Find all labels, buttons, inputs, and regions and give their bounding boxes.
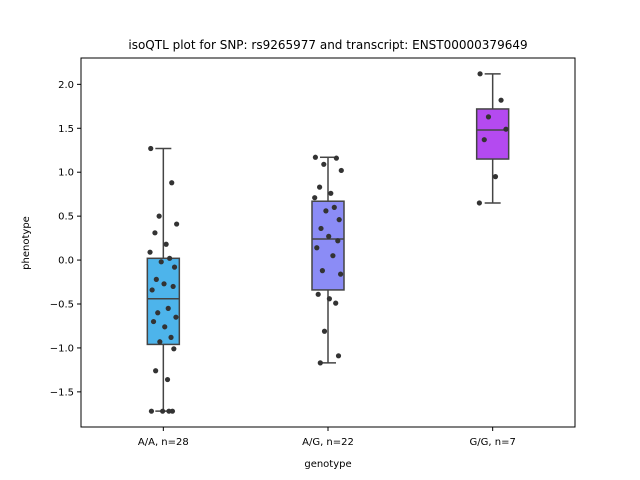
box-iqr xyxy=(146,257,181,346)
data-point xyxy=(174,221,180,227)
y-tick-label: 1.5 xyxy=(58,124,74,135)
data-point xyxy=(326,233,332,239)
data-point xyxy=(171,264,178,270)
data-point xyxy=(503,126,509,132)
data-point xyxy=(148,408,155,414)
data-point xyxy=(170,283,176,290)
y-tick-label: −0.5 xyxy=(50,300,74,311)
data-point xyxy=(338,167,344,174)
data-point xyxy=(321,161,327,167)
data-point xyxy=(165,305,171,311)
data-point xyxy=(168,334,174,340)
box-group xyxy=(146,145,181,414)
data-point xyxy=(317,360,323,366)
data-point xyxy=(166,408,172,414)
data-point xyxy=(319,268,325,274)
y-tick-label: 1.0 xyxy=(58,168,74,179)
x-axis: A/A, n=28 A/G, n=22 G/G, n=7 xyxy=(138,427,516,448)
chart-title: isoQTL plot for SNP: rs9265977 and trans… xyxy=(128,38,527,52)
data-point xyxy=(323,208,329,214)
data-point xyxy=(333,300,339,306)
data-point xyxy=(492,174,499,180)
data-point xyxy=(333,155,339,161)
data-point xyxy=(314,245,320,251)
data-point xyxy=(150,318,157,325)
data-point xyxy=(156,213,162,219)
data-point xyxy=(326,296,332,302)
data-point xyxy=(147,249,153,255)
data-point xyxy=(173,314,179,320)
data-point xyxy=(336,217,342,223)
data-point xyxy=(318,225,324,232)
data-point xyxy=(328,190,334,196)
data-point xyxy=(171,346,177,352)
y-axis: 2.0 1.5 1.0 0.5 0.0 −0.5 −1.0 −1.5 xyxy=(50,80,81,398)
data-point xyxy=(157,339,163,345)
data-point xyxy=(476,200,482,206)
data-point xyxy=(477,71,483,77)
x-axis-label: genotype xyxy=(304,459,351,470)
data-point xyxy=(321,328,328,334)
data-point xyxy=(153,368,159,374)
y-axis-label: phenotype xyxy=(21,216,32,270)
y-tick-label: −1.0 xyxy=(50,343,74,354)
box-iqr xyxy=(475,108,510,160)
box-group xyxy=(311,154,345,366)
data-point xyxy=(169,180,175,186)
data-point xyxy=(481,137,487,143)
y-tick-label: −1.5 xyxy=(50,387,74,398)
data-point xyxy=(331,204,337,210)
data-point xyxy=(317,184,323,190)
data-point xyxy=(164,376,171,383)
y-tick-label: 0.5 xyxy=(58,212,74,223)
data-point xyxy=(163,241,169,247)
x-tick-label: G/G, n=7 xyxy=(470,437,516,448)
x-tick-label: A/A, n=28 xyxy=(138,437,189,448)
data-point xyxy=(161,281,167,287)
data-point xyxy=(158,259,164,265)
data-point xyxy=(152,230,158,236)
plot-area xyxy=(146,71,510,414)
data-point xyxy=(338,271,344,277)
data-point xyxy=(160,408,166,414)
data-point xyxy=(149,287,155,293)
data-point xyxy=(498,97,504,103)
data-point xyxy=(485,114,492,120)
data-point xyxy=(153,276,159,282)
data-point xyxy=(335,353,342,359)
data-point xyxy=(162,324,168,330)
box-group xyxy=(475,71,510,206)
data-point xyxy=(167,255,173,261)
x-tick-label: A/G, n=22 xyxy=(302,437,354,448)
y-tick-label: 0.0 xyxy=(58,256,74,267)
data-point xyxy=(330,253,336,259)
data-point xyxy=(155,310,161,316)
data-point xyxy=(312,195,318,201)
data-point xyxy=(312,154,318,160)
y-tick-label: 2.0 xyxy=(58,80,74,91)
data-point xyxy=(335,238,341,244)
data-point xyxy=(315,291,321,297)
data-point xyxy=(148,145,154,152)
